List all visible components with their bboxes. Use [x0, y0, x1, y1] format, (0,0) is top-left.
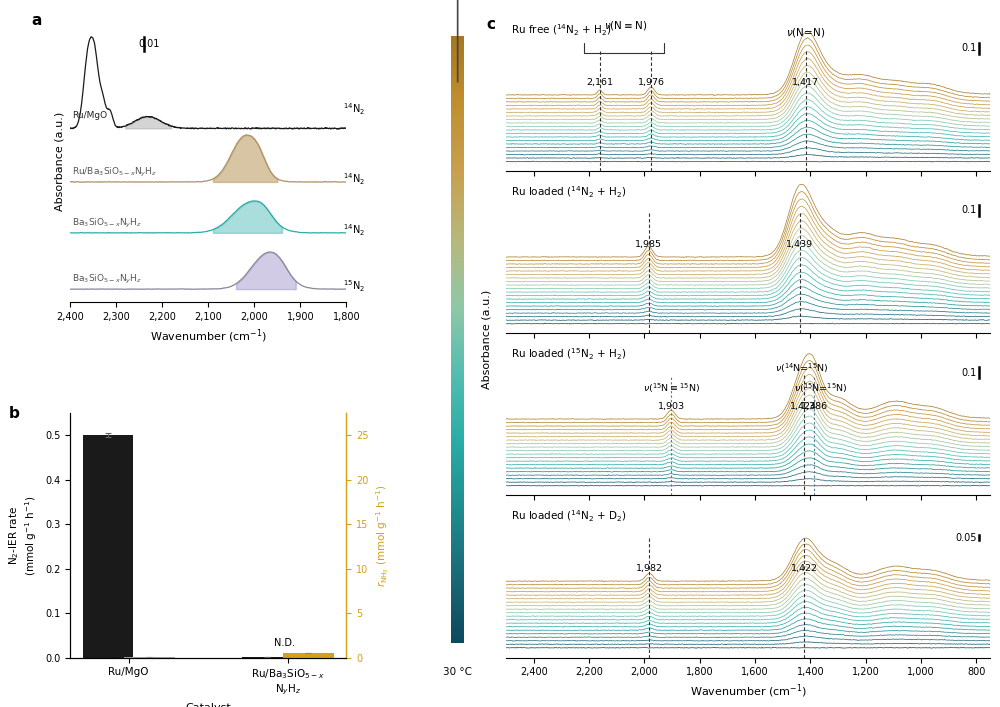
Text: N.D.: N.D.	[274, 638, 295, 648]
Text: c: c	[487, 17, 496, 32]
Bar	[83, 435, 133, 658]
Text: Ru/MgO: Ru/MgO	[72, 111, 107, 120]
Text: $\nu$($^{14}$N=$^{15}$N): $\nu$($^{14}$N=$^{15}$N)	[775, 362, 829, 375]
Text: Ba$_3$SiO$_{5-x}$N$_y$H$_z$: Ba$_3$SiO$_{5-x}$N$_y$H$_z$	[72, 217, 143, 230]
Y-axis label: N$_2$-IER rate
(mmol g$^{-1}$ h$^{-1}$): N$_2$-IER rate (mmol g$^{-1}$ h$^{-1}$)	[7, 495, 39, 575]
X-axis label: Wavenumber (cm$^{-1}$): Wavenumber (cm$^{-1}$)	[690, 683, 806, 701]
Text: 0.05: 0.05	[955, 532, 977, 542]
Text: 1,982: 1,982	[636, 564, 663, 573]
Text: $\nu$(N$\equiv$N): $\nu$(N$\equiv$N)	[604, 18, 647, 32]
Text: 1,976: 1,976	[638, 78, 665, 87]
Text: b: b	[9, 406, 20, 421]
Text: Ru/Ba$_3$SiO$_{5-x}$N$_y$H$_z$: Ru/Ba$_3$SiO$_{5-x}$N$_y$H$_z$	[72, 166, 158, 180]
Text: Ru free ($^{14}$N$_2$ + H$_2$): Ru free ($^{14}$N$_2$ + H$_2$)	[511, 23, 612, 38]
Text: 1,985: 1,985	[635, 240, 662, 250]
Text: 0.1: 0.1	[962, 43, 977, 54]
Text: 1,422: 1,422	[791, 564, 818, 573]
Text: 1,386: 1,386	[801, 402, 828, 411]
Bar	[283, 653, 334, 658]
Text: $\nu$(N=N): $\nu$(N=N)	[786, 26, 825, 39]
Text: Ru loaded ($^{15}$N$_2$ + H$_2$): Ru loaded ($^{15}$N$_2$ + H$_2$)	[511, 347, 626, 362]
Text: $^{14}$N$_2$: $^{14}$N$_2$	[343, 172, 365, 187]
Text: Absorbance (a.u.): Absorbance (a.u.)	[481, 290, 491, 389]
Text: 1,424: 1,424	[790, 402, 817, 411]
Text: 1,903: 1,903	[658, 402, 685, 411]
Text: Ba$_3$SiO$_{5-x}$N$_y$H$_z$: Ba$_3$SiO$_{5-x}$N$_y$H$_z$	[72, 274, 143, 286]
Text: 0.01: 0.01	[138, 39, 160, 49]
Text: 30 °C: 30 °C	[443, 667, 472, 677]
X-axis label: Wavenumber (cm$^{-1}$): Wavenumber (cm$^{-1}$)	[150, 328, 267, 345]
Text: 0.1: 0.1	[962, 368, 977, 378]
Text: 1,417: 1,417	[792, 78, 819, 87]
Y-axis label: $r_{\mathrm{NH}_3}$ (mmol g$^{-1}$ h$^{-1}$): $r_{\mathrm{NH}_3}$ (mmol g$^{-1}$ h$^{-…	[374, 484, 391, 587]
Text: $^{14}$N$_2$: $^{14}$N$_2$	[343, 102, 365, 117]
Text: 0.1: 0.1	[962, 206, 977, 216]
Text: $\nu$($^{15}$N$\equiv$$^{15}$N): $\nu$($^{15}$N$\equiv$$^{15}$N)	[643, 381, 700, 395]
Text: Ru loaded ($^{14}$N$_2$ + D$_2$): Ru loaded ($^{14}$N$_2$ + D$_2$)	[511, 509, 626, 525]
Text: a: a	[31, 13, 42, 28]
Text: $\nu$($^{15}$N=$^{15}$N): $\nu$($^{15}$N=$^{15}$N)	[794, 381, 848, 395]
Y-axis label: Absorbance (a.u.): Absorbance (a.u.)	[54, 112, 64, 211]
Text: $^{15}$N$_2$: $^{15}$N$_2$	[343, 279, 365, 294]
X-axis label: Catalyst: Catalyst	[185, 703, 231, 707]
Text: Ru loaded ($^{14}$N$_2$ + H$_2$): Ru loaded ($^{14}$N$_2$ + H$_2$)	[511, 185, 626, 200]
Text: 1,439: 1,439	[786, 240, 813, 250]
Text: 2,161: 2,161	[586, 78, 613, 87]
Text: $^{14}$N$_2$: $^{14}$N$_2$	[343, 223, 365, 238]
